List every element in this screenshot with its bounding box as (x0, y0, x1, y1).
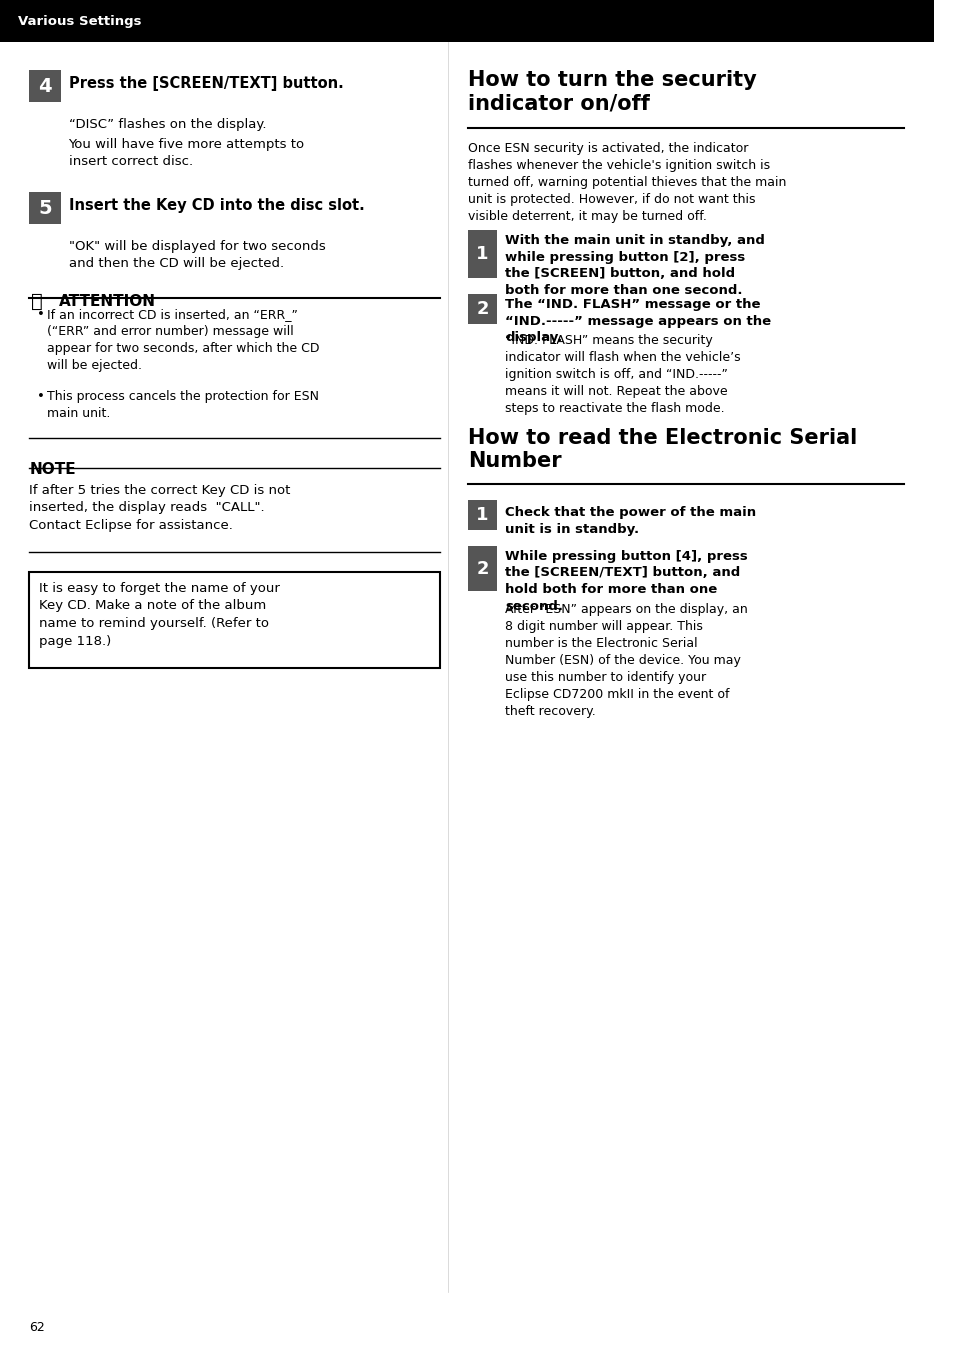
Bar (30, 572, 440, 668)
Text: ATTENTION: ATTENTION (59, 293, 155, 310)
Text: After “ESN” appears on the display, an
8 digit number will appear. This
number i: After “ESN” appears on the display, an 8… (504, 603, 747, 718)
Text: How to read the Electronic Serial
Number: How to read the Electronic Serial Number (467, 429, 856, 472)
Text: While pressing button [4], press
the [SCREEN/TEXT] button, and
hold both for mor: While pressing button [4], press the [SC… (504, 550, 747, 612)
Bar (467, 230, 497, 279)
Text: 5: 5 (38, 199, 51, 218)
Text: 2: 2 (476, 300, 488, 318)
Text: NOTE: NOTE (30, 462, 76, 477)
Bar (467, 500, 497, 530)
Text: This process cancels the protection for ESN
main unit.: This process cancels the protection for … (47, 389, 318, 420)
Text: 1: 1 (476, 506, 488, 525)
Bar (30, 192, 61, 224)
Text: 62: 62 (30, 1321, 45, 1334)
Text: 2: 2 (476, 560, 488, 577)
Text: With the main unit in standby, and
while pressing button [2], press
the [SCREEN]: With the main unit in standby, and while… (504, 234, 764, 296)
Bar (30, 70, 61, 101)
Bar (467, 293, 497, 324)
Bar (467, 546, 497, 591)
Text: You will have five more attempts to
insert correct disc.: You will have five more attempts to inse… (69, 138, 304, 168)
Text: Press the [SCREEN/TEXT] button.: Press the [SCREEN/TEXT] button. (69, 76, 343, 91)
Text: •: • (37, 308, 45, 320)
Text: "OK" will be displayed for two seconds
and then the CD will be ejected.: "OK" will be displayed for two seconds a… (69, 241, 325, 270)
Text: 4: 4 (38, 77, 51, 96)
Text: Once ESN security is activated, the indicator
flashes whenever the vehicle's ign: Once ESN security is activated, the indi… (467, 142, 785, 223)
Text: 1: 1 (476, 245, 488, 264)
Text: “IND. FLASH” means the security
indicator will flash when the vehicle’s
ignition: “IND. FLASH” means the security indicato… (504, 334, 740, 415)
Text: Various Settings: Various Settings (17, 15, 141, 27)
Text: “DISC” flashes on the display.: “DISC” flashes on the display. (69, 118, 266, 131)
Bar (0, 0, 933, 42)
Text: Check that the power of the main
unit is in standby.: Check that the power of the main unit is… (504, 506, 756, 535)
Text: The “IND. FLASH” message or the
“IND.-----” message appears on the
display.: The “IND. FLASH” message or the “IND.---… (504, 297, 770, 343)
Text: If after 5 tries the correct Key CD is not
inserted, the display reads  "CALL".
: If after 5 tries the correct Key CD is n… (30, 484, 291, 531)
Text: •: • (37, 389, 45, 403)
Text: Insert the Key CD into the disc slot.: Insert the Key CD into the disc slot. (69, 197, 364, 214)
Text: If an incorrect CD is inserted, an “ERR_”
(“ERR” and error number) message will
: If an incorrect CD is inserted, an “ERR_… (47, 308, 319, 372)
Text: 📖: 📖 (31, 292, 43, 311)
Text: How to turn the security
indicator on/off: How to turn the security indicator on/of… (467, 70, 756, 114)
Text: It is easy to forget the name of your
Key CD. Make a note of the album
name to r: It is easy to forget the name of your Ke… (39, 581, 280, 648)
